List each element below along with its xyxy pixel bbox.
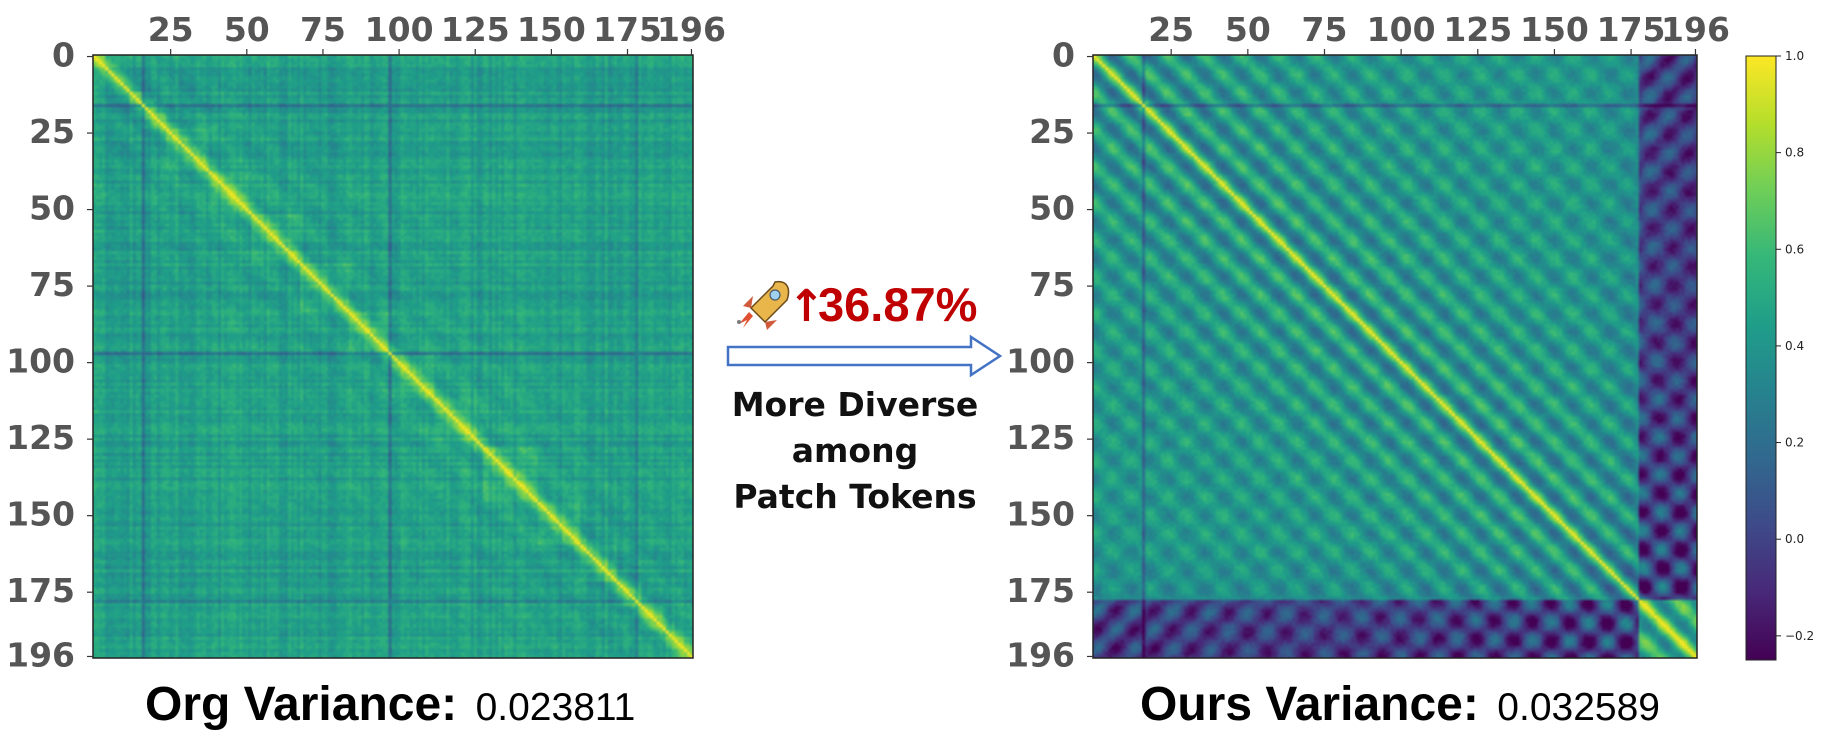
left-heatmap-frame [92, 54, 694, 659]
y-tick-label: 0 [1052, 36, 1075, 75]
colorbar-gradient [1745, 55, 1777, 661]
x-tick-label: 50 [1225, 10, 1271, 49]
right-caption-label: Ours Variance: [1140, 678, 1479, 731]
x-tick-label: 150 [1520, 10, 1589, 49]
right-heatmap [1093, 55, 1697, 658]
left-y-axis-ticks: 0 25 50 75 100 125 150 175 196 [6, 36, 93, 674]
y-tick-label: 125 [6, 418, 75, 457]
right-heatmap-frame [1092, 54, 1698, 659]
x-tick-label: 25 [148, 10, 194, 49]
x-tick-label: 175 [593, 10, 662, 49]
x-tick-label: 75 [300, 10, 346, 49]
x-tick-label: 196 [1661, 10, 1730, 49]
y-tick-label: 25 [1029, 112, 1075, 151]
colorbar: 1.0 0.8 0.6 0.4 0.2 0.0 −0.2 [1745, 49, 1814, 661]
colorbar-tick-label: 0.8 [1785, 146, 1804, 160]
y-tick-label: 100 [1006, 342, 1075, 381]
y-tick-label: 150 [1006, 495, 1075, 534]
y-tick-label: 50 [1029, 189, 1075, 228]
y-tick-label: 150 [6, 495, 75, 534]
rocket-icon [737, 280, 790, 330]
y-tick-label: 25 [29, 112, 75, 151]
x-tick-label: 75 [1302, 10, 1348, 49]
y-tick-label: 175 [1006, 571, 1075, 610]
y-tick-label: 196 [1006, 635, 1075, 674]
x-tick-label: 25 [1148, 10, 1194, 49]
colorbar-tick-label: 0.0 [1785, 532, 1804, 546]
y-tick-label: 125 [1006, 418, 1075, 457]
x-tick-label: 125 [1443, 10, 1512, 49]
left-heatmap [93, 55, 693, 658]
y-tick-label: 0 [52, 36, 75, 75]
x-tick-label: 175 [1597, 10, 1666, 49]
y-tick-label: 50 [29, 189, 75, 228]
annotation-line3: Patch Tokens [733, 477, 976, 516]
colorbar-tick-label: 0.4 [1785, 339, 1804, 353]
right-arrow [726, 334, 1003, 378]
right-caption: Ours Variance: 0.032589 [1140, 678, 1660, 731]
y-tick-label: 175 [6, 571, 75, 610]
x-tick-label: 196 [657, 10, 726, 49]
colorbar-tick-label: −0.2 [1785, 629, 1814, 643]
colorbar-tick-label: 1.0 [1785, 49, 1804, 63]
y-tick-label: 196 [6, 635, 75, 674]
improvement-annotation: ↑ 36.87% More Diverse among Patch Tokens [726, 278, 1003, 516]
left-caption-label: Org Variance: [145, 678, 457, 731]
x-tick-label: 50 [224, 10, 270, 49]
x-tick-label: 100 [1367, 10, 1436, 49]
annotation-line1: More Diverse [732, 385, 979, 424]
y-tick-label: 75 [1029, 265, 1075, 304]
annotation-line2: among [792, 431, 918, 470]
x-tick-label: 125 [441, 10, 510, 49]
improvement-percent: 36.87% [818, 278, 977, 331]
right-y-axis-ticks: 0 25 50 75 100 125 150 175 196 [1006, 36, 1093, 674]
colorbar-tick-label: 0.2 [1785, 436, 1804, 450]
y-tick-label: 100 [6, 342, 75, 381]
y-tick-label: 75 [29, 265, 75, 304]
x-tick-label: 100 [365, 10, 434, 49]
left-caption-value: 0.023811 [476, 686, 636, 729]
left-caption: Org Variance: 0.023811 [145, 678, 635, 731]
right-caption-value: 0.032589 [1497, 686, 1660, 729]
colorbar-tick-label: 0.6 [1785, 242, 1804, 256]
colorbar-ticks: 1.0 0.8 0.6 0.4 0.2 0.0 −0.2 [1776, 49, 1814, 643]
x-tick-label: 150 [517, 10, 586, 49]
up-arrow: ↑ [788, 281, 825, 332]
